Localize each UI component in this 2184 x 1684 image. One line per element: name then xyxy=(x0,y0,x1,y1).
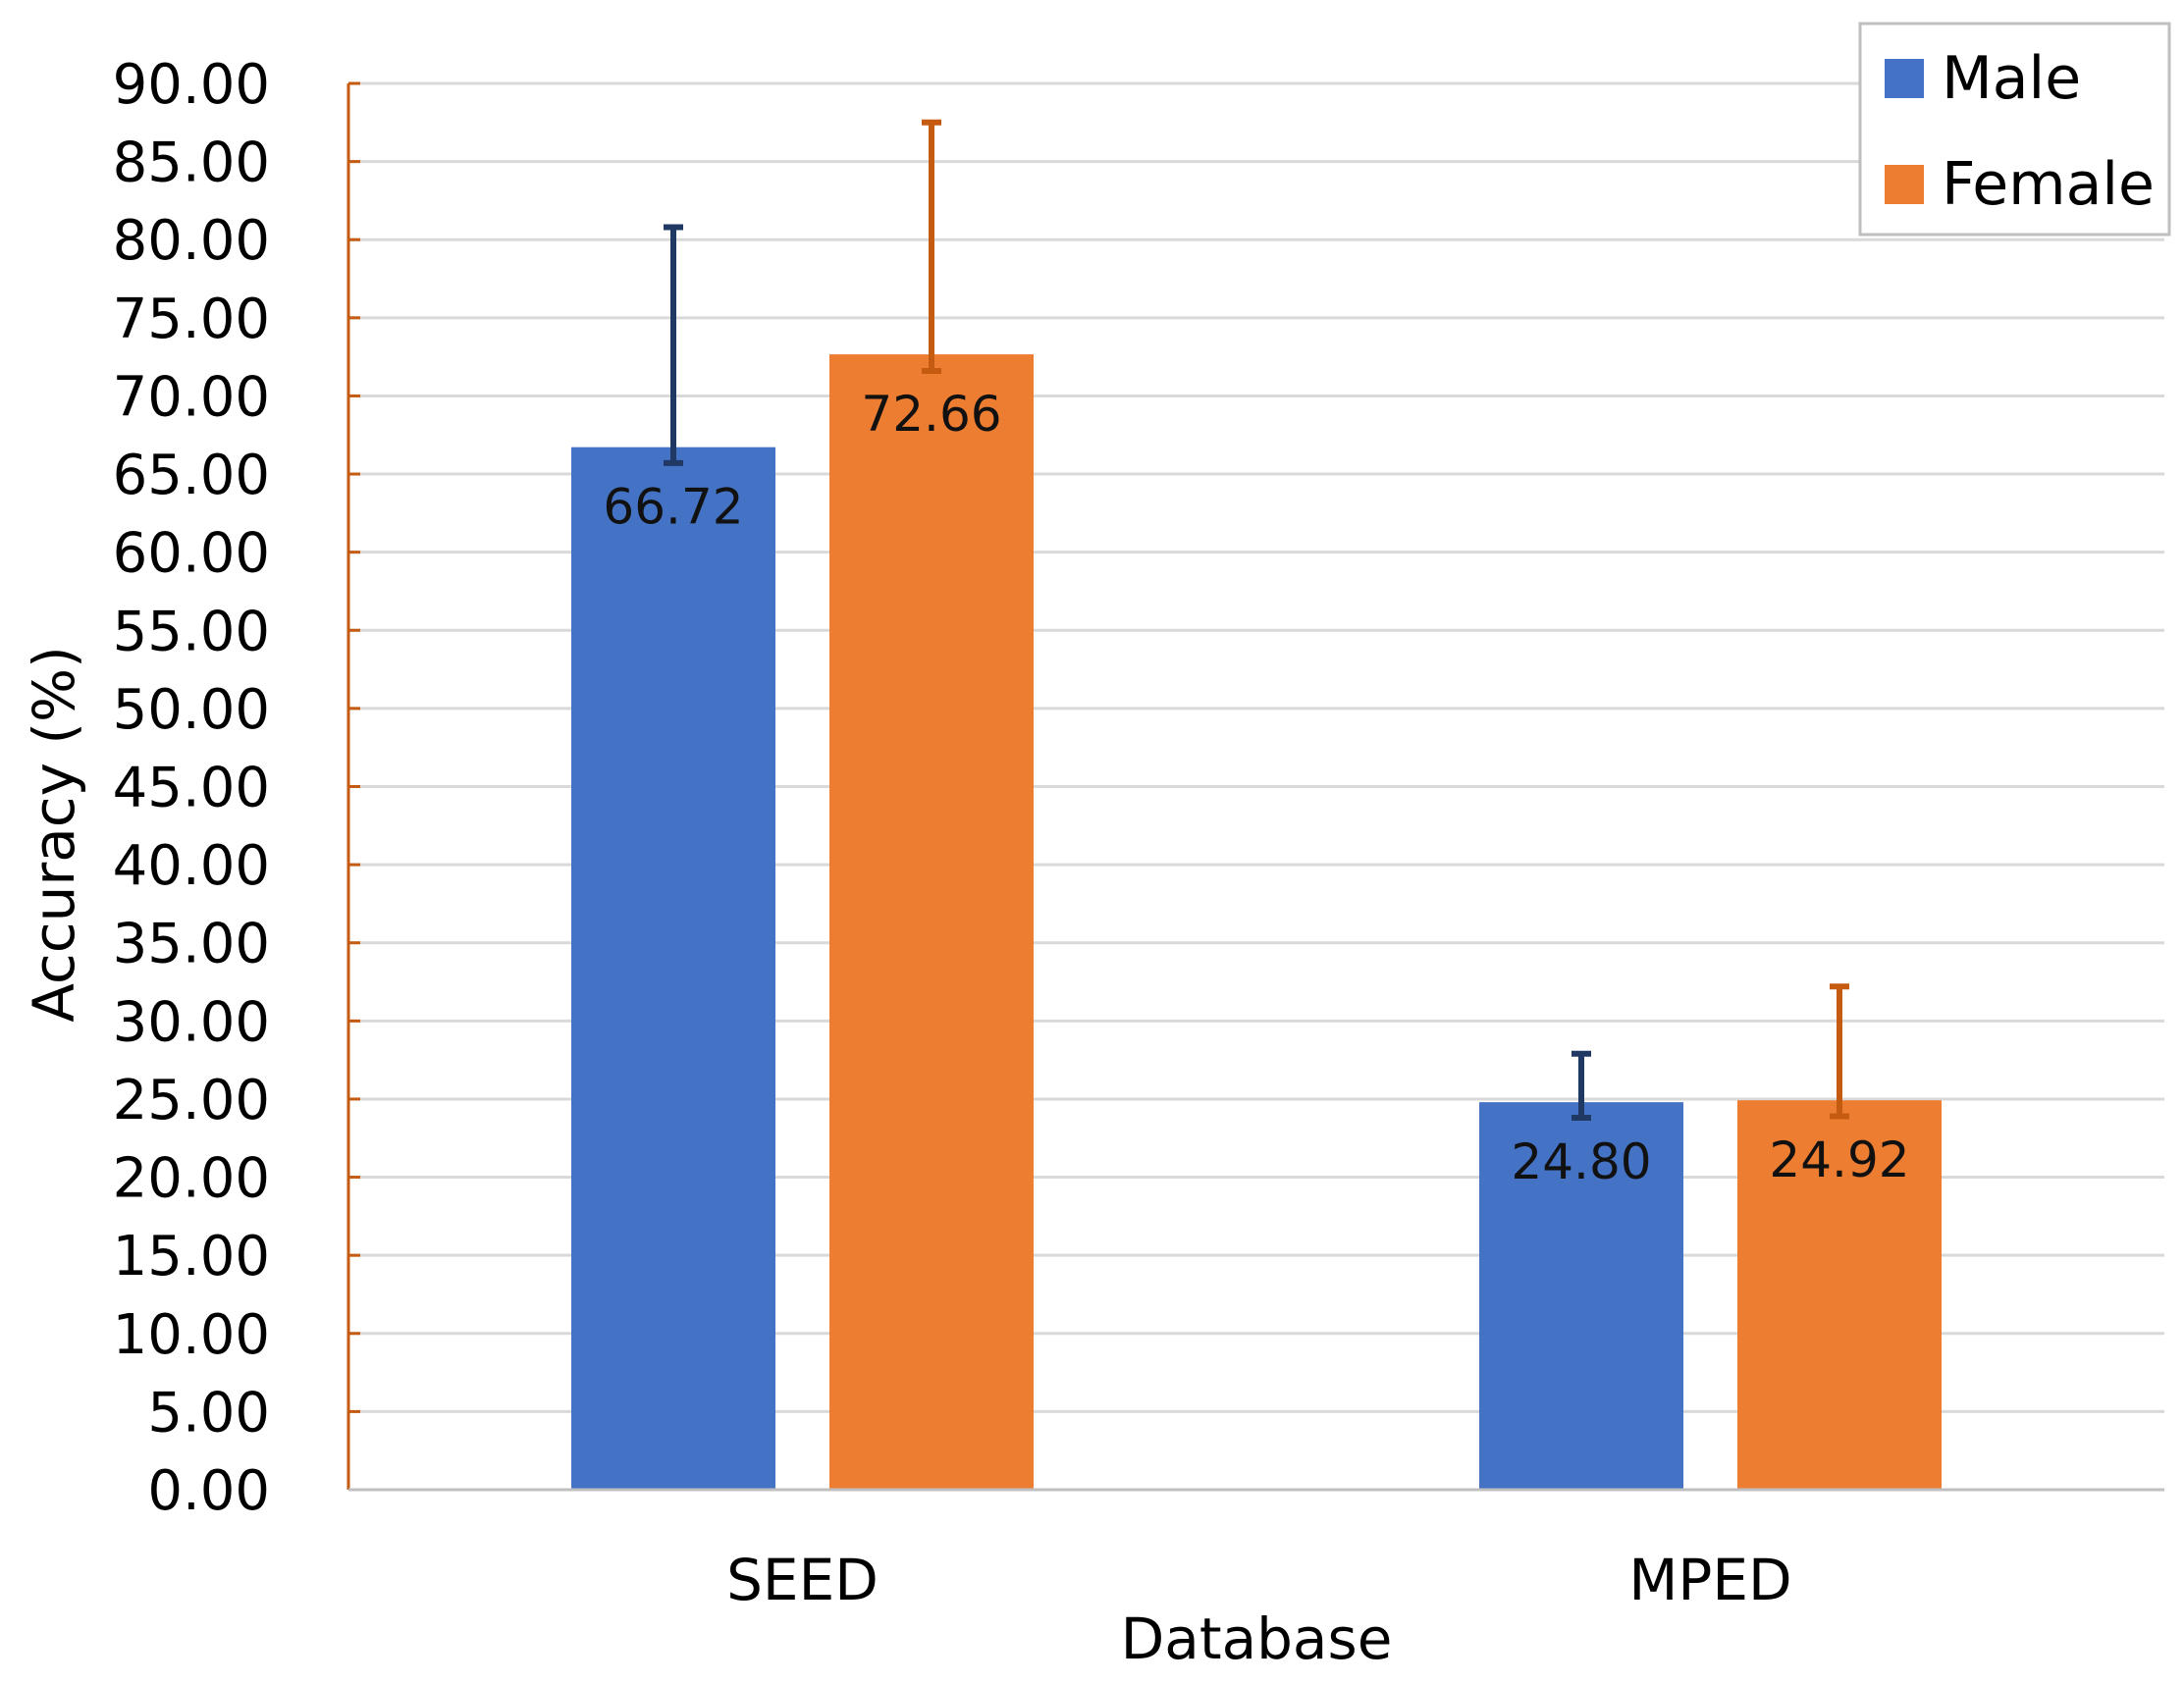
legend-label-male: Male xyxy=(1942,44,2081,113)
x-category-label: SEED xyxy=(726,1547,879,1613)
error-bars xyxy=(664,119,1849,1122)
x-category-labels: SEED MPED xyxy=(726,1547,1792,1613)
legend-box xyxy=(1858,22,2171,237)
y-tick-label: 55.00 xyxy=(113,600,270,663)
bar-male-mped xyxy=(1479,1102,1683,1490)
y-tick-label: 25.00 xyxy=(113,1069,270,1132)
y-tick-label: 20.00 xyxy=(113,1147,270,1211)
legend-label-female: Female xyxy=(1942,150,2155,219)
y-tick-label: 45.00 xyxy=(113,757,270,820)
bars xyxy=(571,354,1942,1491)
y-tick-label: 5.00 xyxy=(147,1381,270,1445)
data-label: 24.92 xyxy=(1769,1131,1909,1188)
x-category-label: MPED xyxy=(1628,1547,1791,1613)
y-tick-label: 90.00 xyxy=(113,53,270,117)
y-tick-label: 40.00 xyxy=(113,834,270,898)
legend-swatch-female xyxy=(1885,165,1924,204)
bar-female-mped xyxy=(1737,1100,1942,1490)
y-tick-label: 50.00 xyxy=(113,678,270,742)
y-tick-label: 75.00 xyxy=(113,288,270,351)
x-axis-title: Database xyxy=(1121,1605,1393,1672)
legend-swatch-male xyxy=(1885,59,1924,98)
y-tick-label: 60.00 xyxy=(113,522,270,586)
y-tick-label: 30.00 xyxy=(113,990,270,1054)
y-tick-label: 85.00 xyxy=(113,132,270,195)
y-axis-title: Accuracy (%) xyxy=(21,646,87,1023)
y-tick-label: 0.00 xyxy=(147,1459,270,1523)
bar-male-seed xyxy=(571,447,775,1491)
legend: Male Female xyxy=(1858,22,2171,237)
y-tick-label: 15.00 xyxy=(113,1225,270,1289)
data-label: 66.72 xyxy=(603,479,743,536)
y-tick-label: 65.00 xyxy=(113,444,270,507)
y-tick-label: 10.00 xyxy=(113,1303,270,1367)
data-label: 72.66 xyxy=(861,386,1001,443)
y-tick-label: 35.00 xyxy=(113,913,270,976)
bar-female-seed xyxy=(829,354,1034,1491)
y-tick-label: 80.00 xyxy=(113,209,270,273)
data-label: 24.80 xyxy=(1511,1133,1651,1190)
data-labels: 66.72 72.66 24.80 24.92 xyxy=(603,386,1909,1190)
axes xyxy=(346,81,2164,1492)
y-tick-labels: 0.00 5.00 10.00 15.00 20.00 25.00 30.00 35.00 40… xyxy=(113,53,270,1523)
y-tick-label: 70.00 xyxy=(113,365,270,429)
